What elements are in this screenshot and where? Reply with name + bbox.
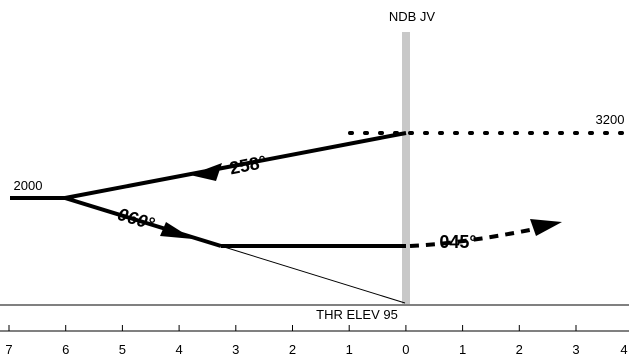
- inbound-track: [64, 196, 222, 248]
- scale-tick-label: 1: [346, 342, 353, 357]
- scale-tick-label: 5: [119, 342, 126, 357]
- scale-tick-label: 2: [289, 342, 296, 357]
- scale-tick-label: 7: [5, 342, 12, 357]
- inbound-heading-label: 060°: [115, 204, 157, 234]
- scale-tick-label: 4: [175, 342, 182, 357]
- descent-path-to-threshold: [220, 245, 406, 304]
- scale-tick-label: 3: [232, 342, 239, 357]
- ndb-vertical-bar: [402, 32, 410, 304]
- missed-heading-label: 045°: [439, 232, 476, 252]
- scale-tick-label: 6: [62, 342, 69, 357]
- scale-tick-label: 1: [459, 342, 466, 357]
- inbound-arrowhead: [160, 222, 193, 239]
- missed-approach-track: [409, 226, 541, 248]
- outbound-arrowhead: [190, 163, 222, 181]
- outbound-heading-label: 258°: [228, 152, 268, 179]
- distance-scale: 7 6 5 4 3 2 1 0 1 2 3 4: [5, 325, 628, 357]
- threshold-elevation-label: THR ELEV 95: [316, 307, 398, 322]
- missed-approach-arrowhead: [530, 219, 562, 236]
- ndb-label: NDB JV: [389, 9, 436, 24]
- scale-tick-label: 0: [402, 342, 409, 357]
- scale-tick-label: 3: [572, 342, 579, 357]
- scale-tick-label: 4: [620, 342, 627, 357]
- missed-approach-altitude-label: 3200: [596, 112, 625, 127]
- procedure-turn-altitude-label: 2000: [14, 178, 43, 193]
- scale-tick-label: 2: [516, 342, 523, 357]
- outbound-track: [64, 131, 407, 200]
